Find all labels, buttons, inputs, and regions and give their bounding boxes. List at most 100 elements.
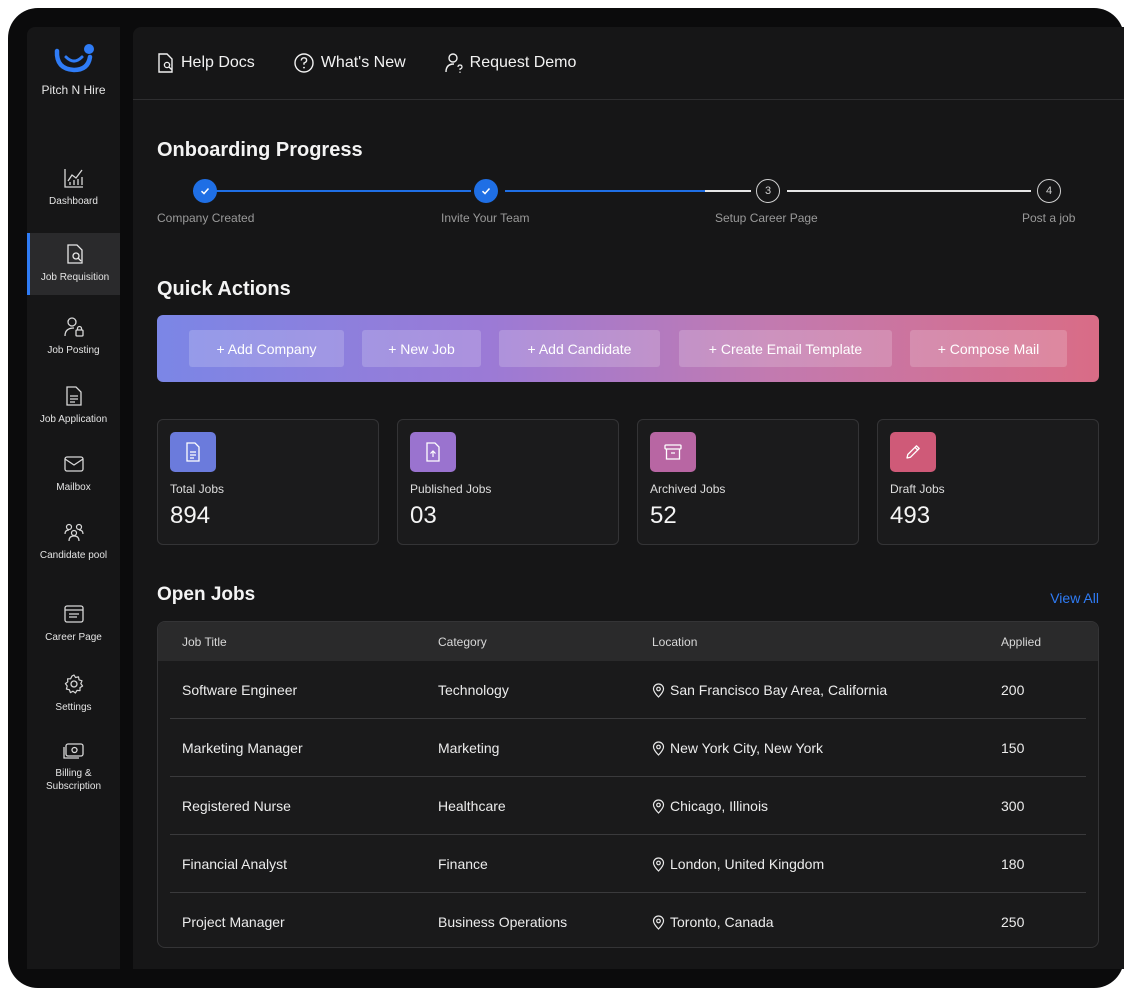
stat-card-archived-jobs[interactable]: Archived Jobs 52 [637, 419, 859, 545]
document-search-icon [67, 244, 83, 264]
location-text: New York City, New York [670, 740, 824, 756]
location-cell: London, United Kingdom [652, 856, 824, 872]
step-3-number: 3 [756, 179, 780, 203]
table-header: Job Title Category Location Applied [158, 622, 1098, 661]
table-row[interactable]: Marketing Manager Marketing New York Cit… [170, 719, 1086, 777]
request-demo-link[interactable]: Request Demo [444, 52, 576, 74]
location-text: Toronto, Canada [670, 914, 774, 930]
category-cell: Marketing [438, 740, 500, 756]
pencil-icon [890, 432, 936, 472]
category-cell: Technology [438, 682, 509, 698]
stat-value: 52 [650, 502, 677, 529]
step-2-check-icon [474, 179, 498, 203]
sidebar-item-candidate-pool[interactable]: Candidate pool [27, 521, 120, 562]
archive-icon [650, 432, 696, 472]
step-4-number: 4 [1037, 179, 1061, 203]
column-header-location: Location [652, 635, 698, 649]
location-pin-icon [652, 740, 665, 756]
column-header-applied: Applied [1001, 635, 1042, 649]
new-job-button[interactable]: + New Job [362, 330, 481, 367]
stat-label: Archived Jobs [650, 482, 726, 496]
sidebar-item-label: Candidate pool [39, 550, 108, 561]
open-jobs-title: Open Jobs [157, 584, 256, 605]
mail-icon [63, 456, 84, 472]
step-2-label: Invite Your Team [441, 211, 530, 225]
location-cell: San Francisco Bay Area, California [652, 682, 887, 698]
sidebar-item-label: Settings [55, 702, 92, 713]
stat-card-draft-jobs[interactable]: Draft Jobs 493 [877, 419, 1099, 545]
top-bar: Help Docs What's New Request Demo [133, 27, 1124, 100]
job-title-cell: Registered Nurse [182, 798, 291, 814]
stat-card-published-jobs[interactable]: Published Jobs 03 [397, 419, 619, 545]
quick-actions-bar: + Add Company + New Job + Add Candidate … [157, 315, 1099, 382]
main-content: Help Docs What's New Request Demo Onboar… [133, 27, 1124, 969]
sidebar-item-label: Billing & Subscription [45, 768, 102, 792]
gear-icon [64, 674, 83, 694]
location-text: San Francisco Bay Area, California [670, 682, 888, 698]
compose-mail-button[interactable]: + Compose Mail [910, 330, 1067, 367]
column-header-job-title: Job Title [182, 635, 227, 649]
sidebar-item-label: Job Posting [47, 345, 100, 356]
sidebar-item-billing[interactable]: Billing & Subscription [27, 739, 120, 793]
sidebar-item-label: Job Application [39, 414, 108, 425]
category-cell: Business Operations [438, 914, 568, 930]
table-row[interactable]: Registered Nurse Healthcare Chicago, Ill… [170, 777, 1086, 835]
job-title-cell: Project Manager [182, 914, 285, 930]
location-cell: New York City, New York [652, 740, 823, 756]
stat-label: Total Jobs [170, 482, 225, 496]
progress-line-2a [505, 190, 705, 192]
applied-cell: 200 [1001, 682, 1025, 698]
sidebar-item-job-application[interactable]: Job Application [27, 385, 120, 426]
location-cell: Chicago, Illinois [652, 798, 768, 814]
document-icon [170, 432, 216, 472]
whats-new-link[interactable]: What's New [293, 52, 406, 74]
category-cell: Finance [438, 856, 488, 872]
applied-cell: 300 [1001, 798, 1025, 814]
add-candidate-button[interactable]: + Add Candidate [499, 330, 660, 367]
step-1-label: Company Created [157, 211, 255, 225]
job-title-cell: Marketing Manager [182, 740, 303, 756]
add-company-button[interactable]: + Add Company [189, 330, 344, 367]
sidebar-item-job-requisition[interactable]: Job Requisition [27, 233, 120, 295]
table-row[interactable]: Software Engineer Technology San Francis… [170, 661, 1086, 719]
pitchnhire-logo-icon [54, 44, 94, 73]
location-pin-icon [652, 914, 665, 930]
file-text-icon [65, 386, 82, 406]
applied-cell: 180 [1001, 856, 1025, 872]
sidebar-item-mailbox[interactable]: Mailbox [27, 453, 120, 494]
onboarding-progress: 3 4 Company Created Invite Your Team Set… [157, 179, 1077, 229]
question-circle-icon [294, 53, 314, 73]
table-row[interactable]: Project Manager Business Operations Toro… [170, 893, 1086, 947]
job-title-cell: Financial Analyst [182, 856, 288, 872]
stat-value: 894 [170, 502, 211, 529]
whats-new-label: What's New [320, 54, 406, 71]
sidebar-item-label: Dashboard [49, 196, 98, 207]
sidebar-item-job-posting[interactable]: Job Posting [27, 316, 120, 357]
sidebar-item-settings[interactable]: Settings [27, 673, 120, 714]
file-upload-icon [410, 432, 456, 472]
stat-label: Draft Jobs [890, 482, 945, 496]
sidebar-item-career-page[interactable]: Career Page [27, 603, 120, 644]
brand-logo[interactable]: Pitch N Hire [27, 43, 120, 97]
location-text: Chicago, Illinois [670, 798, 769, 814]
location-pin-icon [652, 798, 665, 814]
stat-value: 03 [410, 502, 437, 529]
quick-actions-title: Quick Actions [157, 278, 291, 300]
create-email-template-button[interactable]: + Create Email Template [679, 330, 892, 367]
open-jobs-table: Job Title Category Location Applied Soft… [157, 621, 1099, 948]
help-docs-link[interactable]: Help Docs [157, 53, 255, 73]
location-pin-icon [652, 682, 665, 698]
step-1-check-icon [193, 179, 217, 203]
job-title-cell: Software Engineer [182, 682, 298, 698]
sidebar-item-label: Mailbox [56, 482, 91, 493]
progress-line-2b [705, 190, 751, 192]
table-row[interactable]: Financial Analyst Finance London, United… [170, 835, 1086, 893]
brand-name: Pitch N Hire [41, 83, 106, 97]
user-question-icon [444, 53, 463, 73]
sidebar-item-dashboard[interactable]: Dashboard [27, 167, 120, 208]
stat-card-total-jobs[interactable]: Total Jobs 894 [157, 419, 379, 545]
view-all-link[interactable]: View All [1050, 590, 1099, 606]
step-4-label: Post a job [1022, 211, 1076, 225]
sidebar: Pitch N Hire Dashboard Job Requisition J… [27, 27, 120, 969]
users-icon [63, 523, 84, 542]
